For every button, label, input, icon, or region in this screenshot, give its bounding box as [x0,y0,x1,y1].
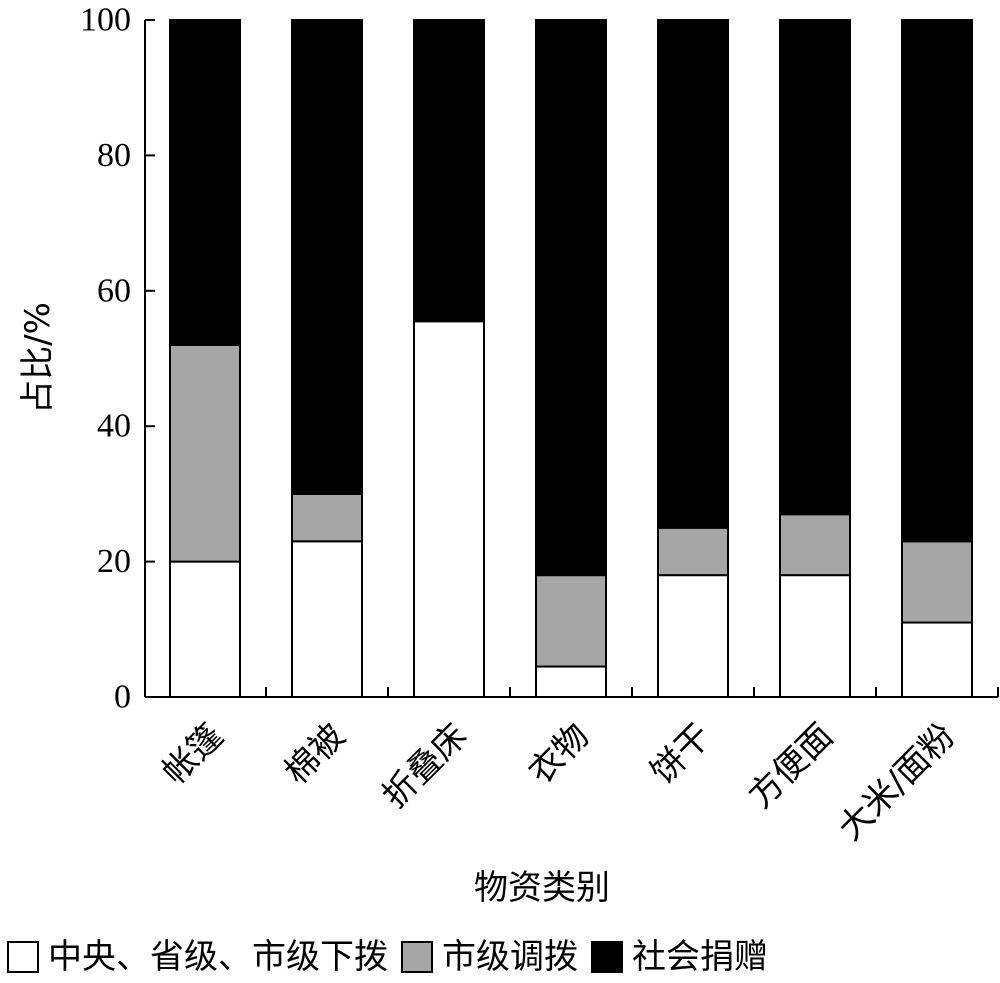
axes-group [144,20,998,698]
bars-group [169,19,973,699]
x-axis-title: 物资类别 [474,868,610,908]
x-category-label: 饼干 [643,716,719,792]
bar-segment [169,19,241,346]
bar-segment [291,540,363,698]
legend-swatch [591,941,623,973]
bar-segment [413,320,485,698]
x-category-label: 大米/面粉 [831,716,964,849]
bar-segment [779,574,851,699]
bar-segment [169,343,241,563]
bar-segment [901,621,973,699]
y-ticks-group: 0 20 40 60 80 100 [80,2,155,716]
legend-swatch [401,941,433,973]
bar-segment [535,665,607,698]
bar-segment [169,560,241,698]
legend-swatch [7,941,39,973]
bar-segment [779,19,851,516]
x-category-label: 方便面 [741,716,841,816]
bar-segment [901,19,973,543]
y-tick-label: 80 [97,137,131,174]
bar-segment [657,19,729,529]
bar-segment [901,540,973,624]
bar-segment [291,492,363,543]
x-category-label: 折叠床 [375,716,475,816]
legend-label: 中央、省级、市级下拨 [48,937,388,977]
y-tick-label: 20 [97,543,131,580]
y-tick-label: 40 [97,408,131,445]
bar-segment [535,19,607,577]
bar-segment [535,574,607,668]
bar-segment [779,513,851,577]
bar-segment [657,526,729,577]
bar-segment [413,19,485,323]
y-axis-title: 占比/% [18,302,58,414]
x-ticks-group [265,687,999,697]
x-category-label: 帐篷 [155,716,231,792]
bar-segment [291,19,363,495]
y-tick-label: 0 [114,679,131,716]
x-category-label: 衣物 [521,716,597,792]
y-tick-label: 60 [97,272,131,309]
legend-label: 社会捐赠 [632,937,768,977]
x-category-label: 棉被 [277,716,353,792]
legend: 中央、省级、市级下拨 市级调拨 社会捐赠 [7,937,768,977]
y-tick-label: 100 [80,2,131,39]
bar-segment [657,574,729,699]
legend-label: 市级调拨 [442,937,578,977]
